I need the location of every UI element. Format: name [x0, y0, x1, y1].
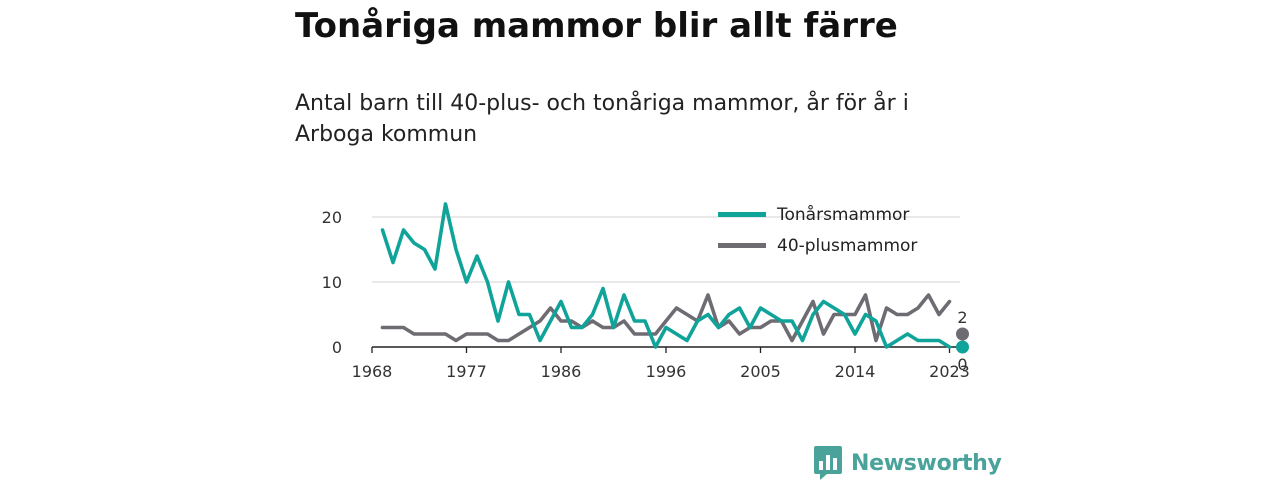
y-tick-label: 20 [322, 208, 342, 227]
legend-swatch [718, 243, 766, 248]
x-tick-label: 1968 [352, 362, 393, 381]
chart-title: Tonåriga mammor blir allt färre [295, 6, 898, 46]
legend-swatch [718, 212, 766, 217]
x-tick-label: 1996 [646, 362, 687, 381]
series-line-40-plusmammor [380, 293, 952, 343]
series-lines [380, 202, 952, 349]
legend: Tonårsmammor 40-plusmammor [718, 204, 917, 256]
x-tick-label: 2023 [929, 362, 970, 381]
legend-label: 40-plusmammor [777, 236, 917, 256]
end-marker-Tonårsmammor [956, 340, 969, 354]
y-axis-ticks: 0 10 20 [322, 208, 342, 357]
y-tick-label: 10 [322, 273, 342, 292]
newsworthy-logo-icon [814, 446, 842, 480]
x-tick-label: 1977 [446, 362, 487, 381]
x-tick-label: 1986 [541, 362, 582, 381]
end-markers: 02 [956, 308, 969, 374]
legend-label: Tonårsmammor [776, 204, 909, 225]
x-tick-label: 2005 [740, 362, 781, 381]
end-value-label: 2 [957, 308, 967, 327]
brand-logo: Newsworthy [814, 446, 1002, 480]
end-value-label: 0 [957, 355, 967, 374]
chart-subtitle: Antal barn till 40-plus- och tonåriga ma… [295, 91, 909, 147]
x-axis-ticks: 1968 1977 1986 1996 2005 2014 2023 [352, 347, 970, 381]
grid-lines [372, 216, 960, 283]
end-marker-40-plusmammor [956, 327, 969, 341]
series-line-Tonårsmammor [380, 202, 952, 349]
brand-name: Newsworthy [851, 450, 1002, 476]
x-tick-label: 2014 [835, 362, 876, 381]
y-tick-label: 0 [332, 338, 342, 357]
